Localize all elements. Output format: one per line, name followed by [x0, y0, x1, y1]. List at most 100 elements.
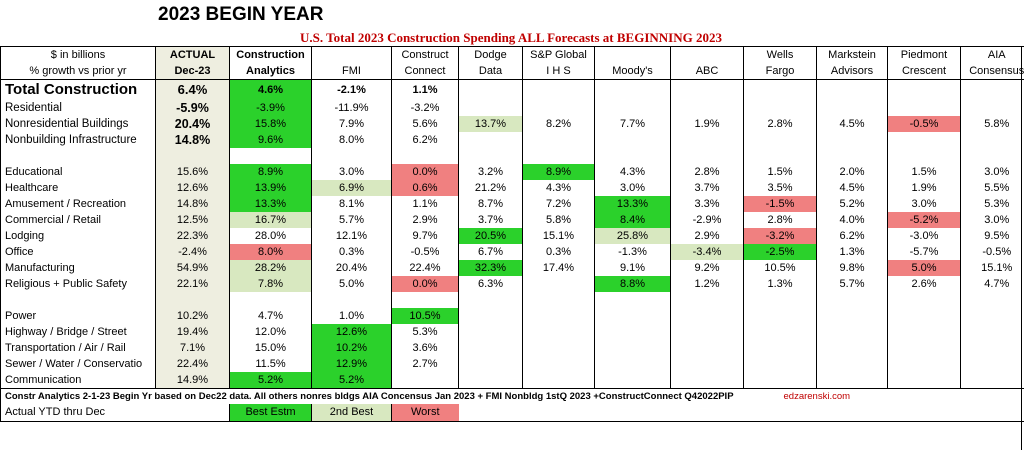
header-cell: Moody's [594, 63, 671, 80]
forecast-cell [743, 79, 817, 100]
forecast-cell: 9.5% [960, 228, 1024, 244]
row-label: Nonresidential Buildings [0, 116, 156, 132]
forecast-cell: 6.9% [311, 180, 392, 196]
forecast-cell: 3.0% [594, 180, 671, 196]
forecast-cell [522, 372, 595, 389]
forecast-cell: 15.1% [960, 260, 1024, 276]
forecast-cell: -3.2% [743, 228, 817, 244]
forecast-cell: 20.5% [458, 228, 523, 244]
forecast-cell: 8.1% [311, 196, 392, 212]
forecast-cell: 1.9% [670, 116, 744, 132]
forecast-cell: 3.0% [960, 212, 1024, 228]
forecast-cell [594, 79, 671, 100]
forecast-table: $ in billions ACTUAL Construction Construct… [0, 46, 1024, 422]
forecast-cell: 9.6% [229, 132, 312, 148]
forecast-cell: 2.8% [670, 164, 744, 180]
empty-cell [229, 292, 312, 308]
forecast-cell: 1.5% [743, 164, 817, 180]
forecast-cell: 2.8% [743, 212, 817, 228]
forecast-cell [960, 340, 1024, 356]
page-title: 2023 BEGIN YEAR [158, 4, 324, 25]
forecast-cell [816, 79, 888, 100]
table-row: Manufacturing 54.9% 28.2% 20.4% 22.4% 32.3% 17… [0, 260, 1024, 276]
forecast-cell: 22.4% [391, 260, 459, 276]
forecast-cell: 12.1% [311, 228, 392, 244]
row-label: Sewer / Water / Conservatio [0, 356, 156, 372]
row-label: Commercial / Retail [0, 212, 156, 228]
forecast-cell [670, 308, 744, 324]
forecast-cell [458, 372, 523, 389]
header-cell: Connect [391, 63, 459, 80]
empty-cell [743, 148, 817, 164]
forecast-cell: 4.0% [816, 212, 888, 228]
forecast-cell: 2.9% [391, 212, 459, 228]
empty-cell [816, 292, 888, 308]
forecast-cell: 5.2% [229, 372, 312, 389]
actual-cell: 12.5% [155, 212, 230, 228]
empty-cell [458, 292, 523, 308]
actual-cell: -5.9% [155, 100, 230, 116]
forecast-cell: 9.1% [594, 260, 671, 276]
forecast-cell: 5.5% [960, 180, 1024, 196]
row-label: Educational [0, 164, 156, 180]
forecast-cell: 0.3% [311, 244, 392, 260]
forecast-cell: 4.3% [594, 164, 671, 180]
forecast-cell: 7.7% [594, 116, 671, 132]
forecast-cell [522, 79, 595, 100]
legend-best: Best Estm [229, 404, 312, 422]
header-cell [311, 46, 392, 63]
forecast-cell: 1.9% [887, 180, 961, 196]
table-row: Nonresidential Buildings 20.4% 15.8% 7.9% 5.… [0, 116, 1024, 132]
empty-cell [458, 148, 523, 164]
forecast-cell: 28.0% [229, 228, 312, 244]
actual-cell: 22.1% [155, 276, 230, 292]
forecast-cell [522, 324, 595, 340]
website-label: edzarenski.com [743, 388, 1024, 404]
forecast-cell: -3.9% [229, 100, 312, 116]
legend-filler [458, 404, 1024, 422]
table-row: Total Construction 6.4% 4.6% -2.1% 1.1% [0, 79, 1024, 100]
forecast-cell: 5.8% [960, 116, 1024, 132]
empty-cell [887, 148, 961, 164]
forecast-cell [743, 340, 817, 356]
forecast-cell [887, 340, 961, 356]
forecast-cell: 20.4% [311, 260, 392, 276]
forecast-cell [743, 356, 817, 372]
header-cell: S&P Global [522, 46, 595, 63]
forecast-cell: 8.8% [594, 276, 671, 292]
forecast-cell: 0.3% [522, 244, 595, 260]
forecast-cell: 10.5% [743, 260, 817, 276]
forecast-cell: 9.7% [391, 228, 459, 244]
forecast-cell: 1.0% [311, 308, 392, 324]
header-cell: Dec-23 [155, 63, 230, 80]
forecast-cell: 4.7% [229, 308, 312, 324]
forecast-cell: 1.3% [816, 244, 888, 260]
row-label: Transportation / Air / Rail [0, 340, 156, 356]
forecast-cell: 1.5% [887, 164, 961, 180]
forecast-cell: 8.4% [594, 212, 671, 228]
forecast-cell [816, 132, 888, 148]
empty-cell [670, 292, 744, 308]
row-label: Lodging [0, 228, 156, 244]
forecast-cell: 6.2% [816, 228, 888, 244]
header-cell: Analytics [229, 63, 312, 80]
forecast-cell: 13.7% [458, 116, 523, 132]
forecast-cell: -0.5% [887, 116, 961, 132]
forecast-cell: -1.3% [594, 244, 671, 260]
forecast-cell [960, 308, 1024, 324]
header-cell: ABC [670, 63, 744, 80]
forecast-cell: -5.2% [887, 212, 961, 228]
forecast-cell [960, 372, 1024, 389]
empty-cell [391, 148, 459, 164]
forecast-cell: 1.3% [743, 276, 817, 292]
legend-actual-label: Actual YTD thru Dec [0, 404, 230, 422]
forecast-cell: 15.8% [229, 116, 312, 132]
forecast-cell [458, 356, 523, 372]
forecast-cell: 2.6% [887, 276, 961, 292]
footnote-row: Constr Analytics 2-1-23 Begin Yr based o… [0, 388, 1024, 404]
table-row: Educational 15.6% 8.9% 3.0% 0.0% 3.2% 8.9% 4.3%… [0, 164, 1024, 180]
forecast-cell [522, 308, 595, 324]
forecast-cell: -2.1% [311, 79, 392, 100]
forecast-cell: 5.3% [960, 196, 1024, 212]
forecast-cell: -3.0% [887, 228, 961, 244]
